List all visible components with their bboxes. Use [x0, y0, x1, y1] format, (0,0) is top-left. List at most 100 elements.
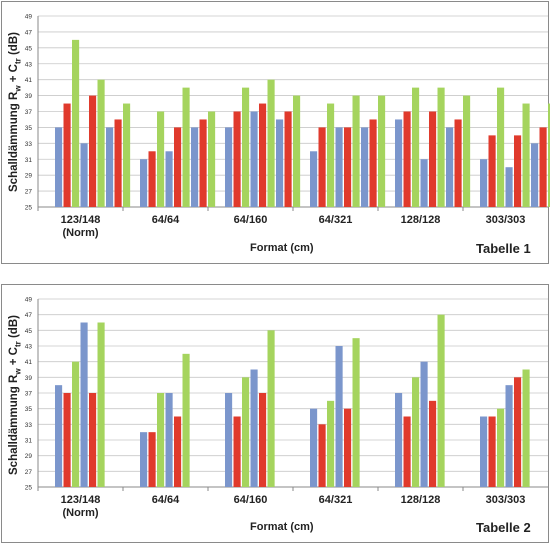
chart-2-bar [97, 322, 105, 487]
chart-2-bar [242, 377, 250, 487]
chart-1-bar [361, 127, 369, 207]
chart-1-x-axis-label: Format (cm) [250, 242, 314, 254]
chart-1-y-tick-label: 29 [25, 173, 33, 180]
chart-2-bar [80, 322, 88, 487]
chart-2-category-label: 64/160 [234, 494, 268, 506]
chart-1-category-label: 303/303 [486, 214, 526, 226]
chart-1-category-label: 64/64 [152, 214, 180, 226]
chart-2-bar [267, 330, 275, 487]
chart-1-bar [97, 79, 105, 207]
chart-1-bar [182, 87, 190, 207]
chart-1-category-label: 64/321 [319, 214, 353, 226]
chart-2-bar [140, 432, 148, 487]
chart-1-bar [446, 127, 454, 207]
chart-2-bar [403, 416, 411, 487]
chart-1-bar [420, 159, 428, 207]
chart-1-y-tick-label: 35 [25, 125, 33, 132]
chart-1-bar [488, 135, 496, 207]
chart-2-y-tick-label: 43 [25, 344, 33, 351]
chart-1-bar [259, 103, 267, 207]
chart-1-bar [72, 39, 80, 207]
chart-1-bar [233, 111, 241, 207]
chart-1-bar [80, 143, 88, 207]
chart-2-bar [327, 400, 335, 487]
chart-2-svg: 25 27 29 31 33 35 37 39 41 43 45 47 49 123/148(Norm) 6… [25, 297, 548, 519]
chart-2-bar [233, 416, 241, 487]
chart-2-bar [55, 385, 63, 487]
chart-2-y-tick-label: 31 [25, 438, 33, 445]
chart-1-bar [344, 127, 352, 207]
chart-2-bar [250, 369, 258, 487]
chart-2-bar [335, 346, 343, 487]
chart-1-bar [539, 127, 547, 207]
chart-2-bar [488, 416, 496, 487]
chart-2-bar [352, 338, 360, 487]
chart-1-bar [335, 127, 343, 207]
chart-1-category-label: 128/128 [401, 214, 441, 226]
chart-2-y-tick-label: 47 [25, 312, 33, 319]
chart-1-bar [369, 119, 377, 207]
chart-1-category-label: 64/160 [234, 214, 268, 226]
chart-2-bar [480, 416, 488, 487]
chart-1-y-tick-label: 37 [25, 109, 33, 116]
chart-2-category-label: 64/321 [319, 494, 353, 506]
chart-1-category-sublabel: (Norm) [62, 227, 98, 239]
chart-2-bar [259, 393, 267, 487]
chart-2-bar [174, 416, 182, 487]
chart-2-bar [148, 432, 156, 487]
chart-2-y-tick-label: 27 [25, 469, 33, 476]
chart-2-bar [225, 393, 233, 487]
chart-2-y-tick-label: 35 [25, 406, 33, 413]
chart-2-bar [497, 408, 505, 487]
chart-2-table-tag: Tabelle 2 [476, 520, 531, 535]
chart-1-y-tick-label: 39 [25, 93, 33, 100]
chart-2-bar [318, 424, 326, 487]
chart-1-bar [548, 103, 550, 207]
chart-2-bar [429, 400, 437, 487]
chart-2-y-tick-label: 29 [25, 453, 33, 460]
chart-2-y-axis-label: Schalldämmung Rw + Ctr (dB) [8, 315, 23, 475]
chart-1-bar [250, 111, 258, 207]
chart-2-bar [182, 353, 190, 487]
chart-1-y-tick-label: 33 [25, 141, 33, 148]
chart-1-bar [89, 95, 97, 207]
chart-1-bar [327, 103, 335, 207]
chart-1-bar [199, 119, 207, 207]
chart-2-bar [165, 393, 173, 487]
chart-2-bar [412, 377, 420, 487]
chart-1-y-tick-label: 25 [25, 205, 33, 212]
chart-2-x-axis-label: Format (cm) [250, 521, 314, 533]
chart-1-bar [106, 127, 114, 207]
chart-2-category-sublabel: (Norm) [62, 507, 98, 519]
chart-2-bar [420, 361, 428, 487]
chart-2-bar [505, 385, 513, 487]
chart-1-bar [293, 95, 301, 207]
chart-1-bar [284, 111, 292, 207]
chart-2-y-tick-label: 45 [25, 328, 33, 335]
chart-1-category-label: 123/148 [61, 214, 101, 226]
chart-2-bar [437, 314, 445, 487]
chart-1-bar [531, 143, 539, 207]
chart-1-bar [191, 127, 199, 207]
chart-2-y-tick-label: 49 [25, 297, 33, 304]
chart-1-bar [429, 111, 437, 207]
chart-2-bar [63, 393, 71, 487]
chart-2-bar [89, 393, 97, 487]
chart-2-y-tick-label: 41 [25, 359, 33, 366]
chart-2-bar [310, 408, 318, 487]
chart-1-bar [412, 87, 420, 207]
chart-2-category-label: 64/64 [152, 494, 180, 506]
chart-2-category-label: 128/128 [401, 494, 441, 506]
chart-1-bar [114, 119, 122, 207]
chart-1-table-tag: Tabelle 1 [476, 241, 531, 256]
chart-1-y-axis-label: Schalldämmung Rw + Ctr (dB) [8, 32, 23, 192]
chart-1-svg: 25 27 29 31 33 35 37 39 41 43 45 47 49 123/148(Norm) 6… [25, 14, 550, 239]
chart-1-bar [174, 127, 182, 207]
chart-1-bar [208, 111, 216, 207]
chart-1-bar [378, 95, 386, 207]
chart-1-y-tick-label: 49 [25, 14, 33, 21]
chart-2-bar [514, 377, 522, 487]
chart-1-bar [310, 151, 318, 207]
chart-1-bar [123, 103, 131, 207]
chart-1-y-tick-label: 45 [25, 45, 33, 52]
